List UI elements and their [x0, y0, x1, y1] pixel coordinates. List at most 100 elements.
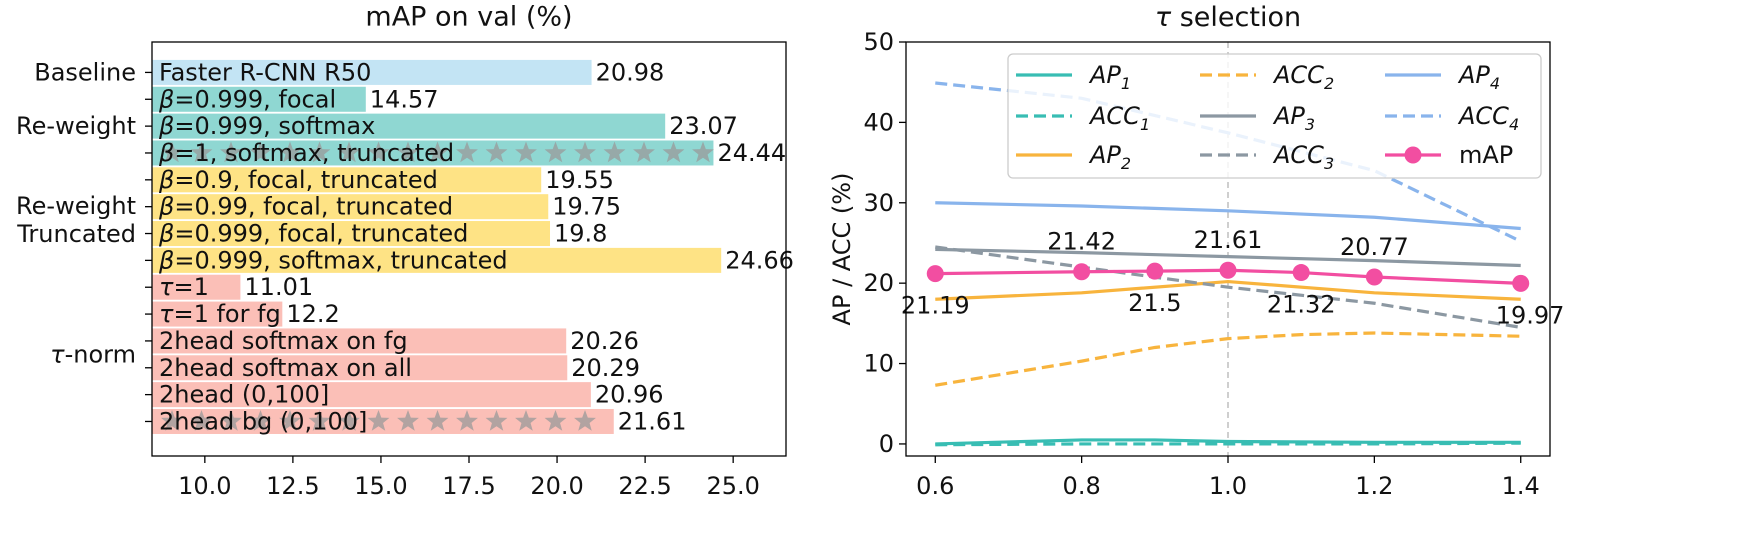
bar-label: β=0.999, focal: [158, 85, 336, 113]
bar-label-text: Faster R-CNN R50: [159, 58, 371, 86]
star-marker: [161, 141, 183, 163]
legend-label-name: AP: [1088, 61, 1121, 89]
legend-label-acc4: ACC4: [1457, 102, 1519, 134]
star-marker: [397, 409, 419, 431]
bar-label-symbol: β: [158, 85, 174, 113]
bar-label-text: 2head (0,100]: [159, 381, 329, 409]
bar-label-text: =1, softmax, truncated: [174, 139, 454, 167]
star-marker: [485, 409, 508, 431]
bar-label-symbol: β: [158, 220, 174, 248]
bar-value-label: 24.44: [717, 139, 786, 167]
bar: [152, 328, 567, 354]
star-marker: [249, 141, 272, 163]
bar-value-label: 23.07: [669, 112, 738, 140]
bar-label: τ=1: [159, 273, 209, 301]
star-marker: [367, 141, 390, 163]
bar-value-label: 19.75: [552, 193, 621, 221]
legend-label-name: ACC: [1272, 61, 1324, 89]
map-value-label: 21.61: [1194, 226, 1263, 254]
axes-frame: [905, 41, 1551, 457]
map-marker: [1146, 262, 1164, 280]
series-line-ap3: [935, 247, 1521, 268]
bar-label-symbol: β: [158, 166, 174, 194]
bar-value-label: 20.96: [595, 381, 664, 409]
bar-value-label: 19.8: [554, 220, 607, 248]
bar-label-text: =0.999, softmax: [174, 112, 375, 140]
bar-value-label: 21.61: [618, 407, 687, 435]
group-label: τ-norm: [50, 340, 136, 368]
group-label: Truncated: [16, 220, 136, 248]
left-chart-title: mAP on val (%): [365, 2, 572, 33]
map-value-label: 20.77: [1340, 233, 1409, 261]
bar: [152, 355, 568, 381]
legend-label-subscript: 2: [1324, 74, 1334, 93]
legend-label-subscript: 2: [1121, 154, 1131, 173]
group-label-text: -norm: [65, 340, 136, 368]
bar-label: β=0.999, softmax, truncated: [158, 246, 508, 274]
bar-label-text: =1 for fg: [173, 300, 280, 328]
bar-label: β=1, softmax, truncated: [158, 139, 454, 167]
star-marker: [220, 141, 242, 163]
star-marker: [190, 409, 213, 431]
x-tick-label: 22.5: [618, 472, 671, 500]
bar-label-symbol: β: [158, 193, 174, 221]
bar-label-symbol: β: [158, 246, 174, 274]
bar-label-text: =0.999, focal, truncated: [174, 220, 468, 248]
legend-label-name: AP: [1457, 61, 1490, 89]
legend-label-name: ACC: [1272, 141, 1324, 169]
star-marker: [662, 141, 685, 163]
bar-label: Faster R-CNN R50: [159, 58, 371, 86]
legend-label-acc2: ACC2: [1272, 61, 1334, 93]
legend-label-ap3: AP3: [1272, 102, 1315, 134]
bar-label-text: =0.9, focal, truncated: [174, 166, 438, 194]
bar-label-text: =0.999, softmax, truncated: [174, 246, 507, 274]
x-tick-label: 25.0: [706, 472, 759, 500]
legend-label-name: AP: [1272, 102, 1305, 130]
group-label-symbol: τ: [50, 340, 65, 368]
map-marker: [1365, 268, 1383, 286]
bar: [152, 247, 722, 273]
star-marker: [338, 141, 360, 163]
star-marker: [426, 141, 449, 163]
map-value-label: 21.32: [1267, 291, 1336, 319]
star-marker: [515, 141, 537, 163]
legend-label-map: mAP: [1459, 141, 1513, 169]
map-value-label: 21.5: [1128, 289, 1181, 317]
star-marker: [249, 409, 272, 431]
bar-label-symbol: τ: [159, 273, 174, 301]
legend-label-acc1: ACC1: [1088, 102, 1150, 134]
bar-value-label: 24.66: [725, 246, 794, 274]
title-text: selection: [1171, 2, 1301, 33]
legend-label-acc3: ACC3: [1272, 141, 1334, 173]
star-marker: [633, 141, 655, 163]
series-line-acc3: [935, 245, 1521, 329]
map-marker: [1219, 261, 1237, 279]
bar-value-label: 20.29: [571, 354, 640, 382]
bar-label: β=0.999, focal, truncated: [158, 220, 468, 248]
x-tick-label: 0.8: [1063, 472, 1101, 500]
legend-marker: [1404, 146, 1422, 164]
bar-label: β=0.9, focal, truncated: [158, 166, 438, 194]
star-marker: [485, 141, 508, 163]
x-tick-label: 20.0: [530, 472, 583, 500]
legend-label-subscript: 1: [1140, 115, 1150, 134]
bar-value-label: 14.57: [370, 85, 439, 113]
star-marker: [692, 141, 714, 163]
star-marker: [308, 409, 331, 431]
map-value-label: 21.42: [1047, 228, 1116, 256]
bar: [152, 194, 549, 220]
series-line-ap2: [935, 279, 1521, 301]
group-label: Baseline: [34, 58, 136, 86]
star-marker: [603, 141, 626, 163]
y-tick-label: 40: [863, 108, 894, 136]
y-tick-label: 50: [863, 28, 894, 56]
bar-label-text: 2head softmax on fg: [159, 327, 408, 355]
x-tick-label: 1.2: [1355, 472, 1393, 500]
bar: [152, 221, 551, 247]
star-marker: [367, 409, 390, 431]
map-value-label: 21.19: [901, 292, 970, 320]
legend-label-name: ACC: [1457, 102, 1509, 130]
bar-label: β=0.999, softmax: [158, 112, 375, 140]
